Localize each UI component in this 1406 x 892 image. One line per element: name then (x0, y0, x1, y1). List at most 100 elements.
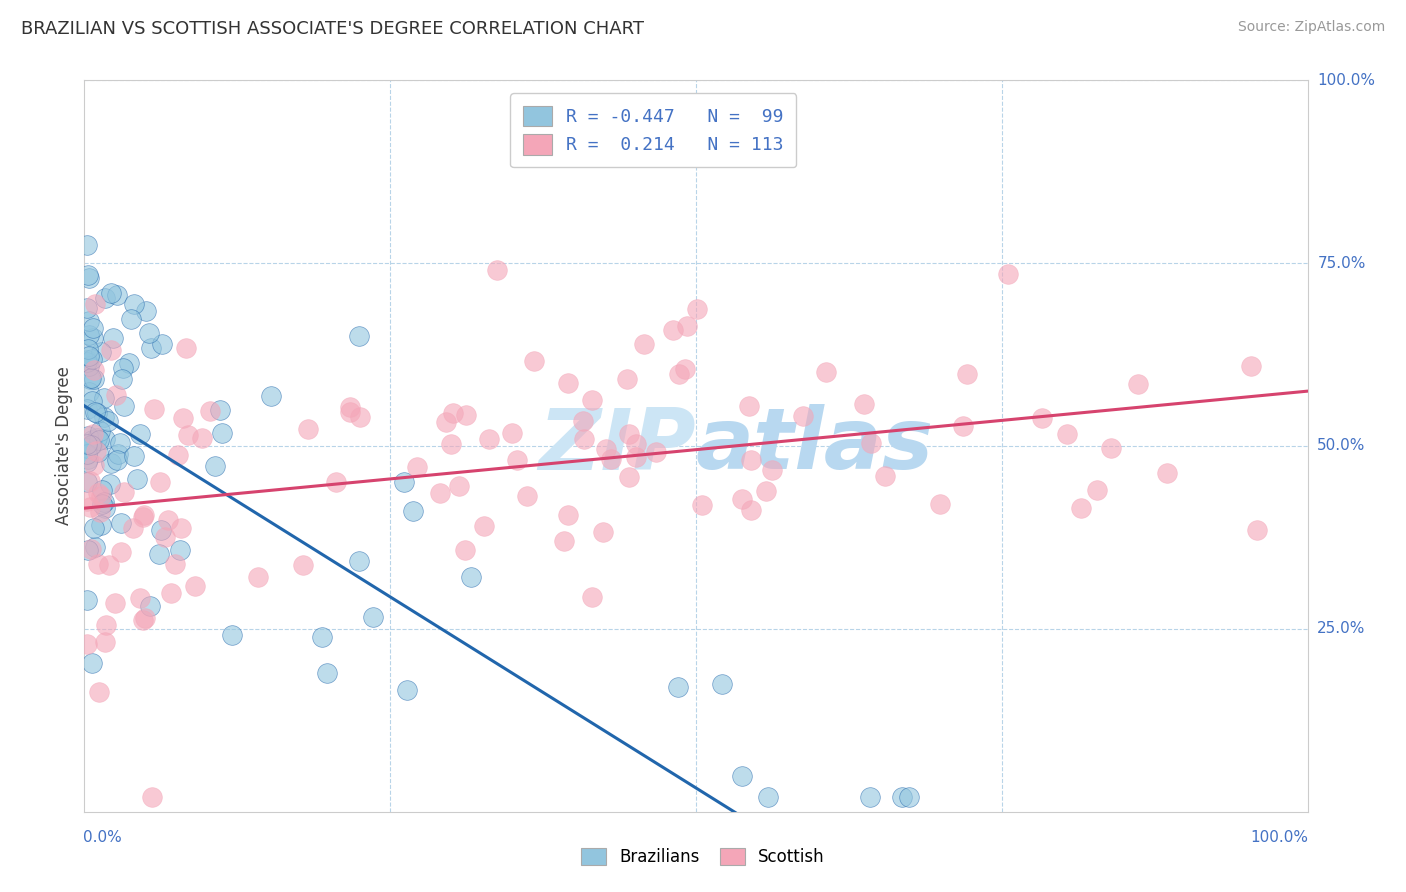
Point (82, 331, 104, 345)
Point (93, 432, 115, 446)
Point (121, 520, 143, 534)
Point (167, 448, 190, 462)
Point (139, 599, 162, 613)
Point (105, 287, 128, 301)
Point (441, 406, 464, 420)
Point (108, 436, 131, 450)
Point (952, 418, 974, 433)
Point (79, 500, 101, 514)
Point (221, 628, 243, 642)
Point (1085, 483, 1108, 497)
Point (90, 483, 112, 498)
Point (406, 460, 429, 475)
Point (506, 452, 529, 467)
Point (77, 384, 100, 399)
Point (104, 596, 127, 610)
Point (131, 510, 153, 524)
Point (84, 444, 107, 458)
Point (87, 486, 110, 500)
Point (581, 392, 603, 407)
Y-axis label: Associate's Degree: Associate's Degree (55, 367, 73, 525)
Point (157, 513, 180, 527)
Point (616, 372, 638, 386)
Point (859, 790, 882, 805)
Point (76, 447, 98, 461)
Point (177, 428, 200, 442)
Point (170, 521, 193, 535)
Point (429, 486, 451, 500)
Point (97, 414, 120, 428)
Point (172, 411, 194, 425)
Point (77, 359, 100, 373)
Point (456, 408, 478, 422)
Point (76, 342, 98, 356)
Point (82, 433, 104, 447)
Point (572, 432, 595, 446)
Point (117, 356, 139, 370)
Point (523, 353, 546, 368)
Point (83, 372, 105, 386)
Point (731, 769, 754, 783)
Point (105, 453, 128, 467)
Point (141, 790, 163, 805)
Point (100, 456, 122, 470)
Point (339, 401, 361, 415)
Point (94, 501, 117, 516)
Point (83, 363, 105, 377)
Point (82, 394, 104, 409)
Point (592, 525, 614, 540)
Point (89, 425, 111, 439)
Point (87, 444, 110, 458)
Point (89, 685, 111, 699)
Point (599, 452, 621, 467)
Point (434, 415, 457, 429)
Point (93, 391, 115, 405)
Point (690, 499, 713, 513)
Point (1156, 466, 1178, 480)
Point (90, 496, 112, 510)
Point (852, 397, 875, 411)
Point (80, 542, 103, 557)
Point (1099, 441, 1122, 455)
Point (86, 431, 108, 445)
Point (83, 458, 105, 472)
Point (184, 579, 207, 593)
Point (740, 503, 762, 517)
Point (79, 474, 101, 488)
Point (76, 428, 98, 442)
Text: 0.0%: 0.0% (83, 830, 122, 845)
Point (110, 372, 132, 386)
Point (159, 586, 181, 600)
Point (259, 389, 281, 403)
Point (626, 437, 648, 451)
Point (204, 459, 226, 474)
Point (90, 489, 112, 503)
Point (247, 570, 270, 584)
Point (107, 447, 129, 461)
Point (76, 494, 98, 508)
Point (396, 683, 419, 698)
Point (132, 508, 155, 522)
Point (77, 271, 100, 285)
Point (77, 349, 100, 363)
Point (956, 368, 979, 382)
Point (761, 463, 783, 477)
Point (1240, 359, 1263, 373)
Point (191, 431, 214, 445)
Point (815, 365, 838, 379)
Point (84, 405, 107, 419)
Point (80, 352, 103, 367)
Point (339, 405, 361, 419)
Point (77, 314, 100, 328)
Point (347, 328, 370, 343)
Point (122, 450, 145, 464)
Point (676, 319, 699, 334)
Point (83, 540, 105, 554)
Text: BRAZILIAN VS SCOTTISH ASSOCIATE'S DEGREE CORRELATION CHART: BRAZILIAN VS SCOTTISH ASSOCIATE'S DEGREE… (21, 20, 644, 37)
Point (142, 401, 165, 416)
Point (94, 291, 117, 305)
Point (80, 370, 103, 384)
Point (711, 677, 734, 691)
Text: Source: ZipAtlas.com: Source: ZipAtlas.com (1237, 20, 1385, 34)
Point (82, 426, 104, 441)
